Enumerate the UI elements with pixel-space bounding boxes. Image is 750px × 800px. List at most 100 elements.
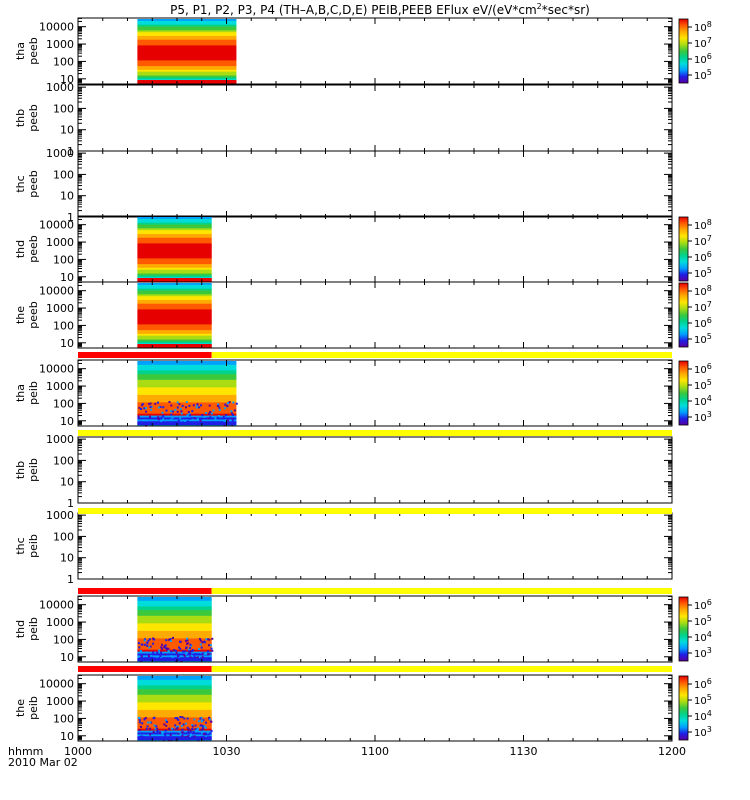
colorbar-tick-label: 104 xyxy=(694,394,712,408)
y-tick-label: 100 xyxy=(53,102,74,115)
noise-speck xyxy=(178,403,181,406)
panel-label: thc xyxy=(14,175,27,192)
noise-speck xyxy=(196,403,199,406)
colorbar-tick-label: 103 xyxy=(694,410,712,424)
spectrogram-cell xyxy=(137,286,212,290)
spectrogram-floor xyxy=(137,278,212,281)
noise-speck xyxy=(186,414,189,417)
y-tick-label: 10000 xyxy=(39,21,74,34)
noise-speck xyxy=(179,716,182,718)
noise-speck xyxy=(209,411,212,413)
noise-speck xyxy=(186,637,189,640)
spectrogram-cell xyxy=(137,598,212,602)
noise-speck xyxy=(200,404,202,407)
status-bar-yellow xyxy=(78,430,672,436)
spectrogram-floor xyxy=(137,422,237,425)
spectrogram-cell xyxy=(137,696,212,700)
spectrogram-cell xyxy=(137,391,237,394)
noise-speck xyxy=(149,645,152,648)
spectrogram-cell xyxy=(137,645,212,649)
noise-speck xyxy=(191,725,194,728)
noise-speck xyxy=(199,420,202,423)
spectrogram-cell xyxy=(137,75,237,78)
noise-speck xyxy=(165,724,168,727)
noise-speck xyxy=(148,402,151,405)
noise-speck xyxy=(159,655,162,657)
noise-speck xyxy=(189,660,192,663)
spectrogram-cell xyxy=(137,30,237,33)
noise-speck xyxy=(202,719,205,722)
y-tick-label: 10000 xyxy=(39,363,74,376)
spectrogram-cell xyxy=(137,294,212,297)
noise-speck xyxy=(198,418,201,421)
spectrogram-cell xyxy=(137,73,237,77)
noise-speck xyxy=(167,739,170,742)
noise-speck xyxy=(169,638,172,640)
noise-speck xyxy=(197,739,200,742)
spectrogram-cell xyxy=(137,41,237,45)
spectrogram-cell xyxy=(137,387,237,390)
spectrogram-cell xyxy=(137,301,212,305)
spectrogram-cell xyxy=(137,687,212,690)
colorbar-tick-label: 107 xyxy=(694,36,712,50)
noise-speck xyxy=(176,717,179,720)
colorbar-tick-label: 105 xyxy=(694,614,712,628)
colorbar-tick-label: 105 xyxy=(694,332,712,346)
noise-speck xyxy=(207,417,210,420)
noise-speck xyxy=(143,718,146,721)
noise-speck xyxy=(186,642,188,645)
noise-speck xyxy=(145,651,148,654)
noise-speck xyxy=(157,418,160,421)
noise-speck xyxy=(162,418,164,421)
noise-speck xyxy=(181,734,184,737)
y-tick-label: 1000 xyxy=(46,433,74,446)
spectrogram-cell xyxy=(137,368,237,371)
panel-thd-peeb: 10 100 1000 10000 thd peeb 105 106 107 108 xyxy=(14,215,712,284)
spectrogram-cell xyxy=(137,267,212,271)
noise-speck xyxy=(167,650,170,652)
y-tick-label: 10000 xyxy=(39,219,74,232)
noise-speck xyxy=(230,410,233,413)
noise-speck xyxy=(163,723,166,726)
noise-speck xyxy=(142,419,145,422)
noise-speck xyxy=(197,651,200,654)
spectrogram-cell xyxy=(137,617,212,621)
noise-speck xyxy=(212,409,215,412)
y-tick-label: 100 xyxy=(53,168,74,181)
spectrogram-cell xyxy=(137,324,212,327)
spectrogram-cell xyxy=(137,243,212,246)
noise-speck xyxy=(164,734,167,737)
panel-label: the xyxy=(14,306,27,324)
spectrogram-cell xyxy=(137,619,212,623)
noise-speck xyxy=(208,716,211,719)
spectrogram-floor xyxy=(137,80,237,83)
x-tick-label: 1200 xyxy=(658,745,686,758)
noise-speck xyxy=(192,418,195,421)
noise-speck xyxy=(170,410,173,413)
spectrogram-cell xyxy=(137,67,237,71)
noise-speck xyxy=(202,730,205,733)
colorbar-tick-label: 103 xyxy=(694,725,712,739)
noise-speck xyxy=(193,417,196,420)
y-tick-label: 10 xyxy=(60,124,74,137)
spectrogram-cell xyxy=(137,337,212,341)
noise-speck xyxy=(235,402,238,405)
noise-speck xyxy=(147,655,150,657)
noise-speck xyxy=(159,731,161,734)
noise-speck xyxy=(217,415,220,417)
noise-speck xyxy=(193,655,196,658)
noise-speck xyxy=(179,732,182,735)
noise-speck xyxy=(188,412,191,415)
noise-speck xyxy=(168,424,171,427)
noise-speck xyxy=(144,419,147,422)
spectrogram-cell xyxy=(137,37,237,41)
spectrogram-cell xyxy=(137,706,212,709)
colorbar-tick-label: 106 xyxy=(694,677,712,691)
noise-speck xyxy=(171,727,174,730)
colorbar-tick-label: 106 xyxy=(694,52,712,66)
y-tick-label: 1 xyxy=(67,145,74,158)
noise-speck xyxy=(162,414,165,417)
noise-speck xyxy=(218,409,221,411)
panel-the-peib: 10 100 1000 10000 the peib 103 104 105 106 xyxy=(14,674,712,743)
panel-label: peib xyxy=(27,696,40,720)
